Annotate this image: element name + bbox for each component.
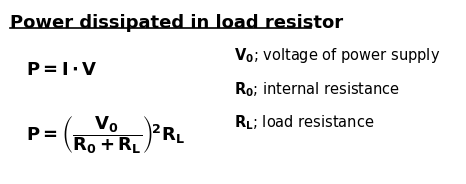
Text: Power dissipated in load resistor: Power dissipated in load resistor [10,14,343,32]
Text: $\mathbf{V_0}$; voltage of power supply: $\mathbf{V_0}$; voltage of power supply [234,46,440,65]
Text: $\mathbf{P = I \cdot V}$: $\mathbf{P = I \cdot V}$ [27,61,98,79]
Text: $\mathbf{P = \left(\dfrac{V_0}{R_0 + R_L}\right)^{\!2} R_L}$: $\mathbf{P = \left(\dfrac{V_0}{R_0 + R_L… [27,115,185,156]
Text: $\mathbf{R_L}$; load resistance: $\mathbf{R_L}$; load resistance [234,114,375,132]
Text: $\mathbf{R_0}$; internal resistance: $\mathbf{R_0}$; internal resistance [234,80,400,99]
